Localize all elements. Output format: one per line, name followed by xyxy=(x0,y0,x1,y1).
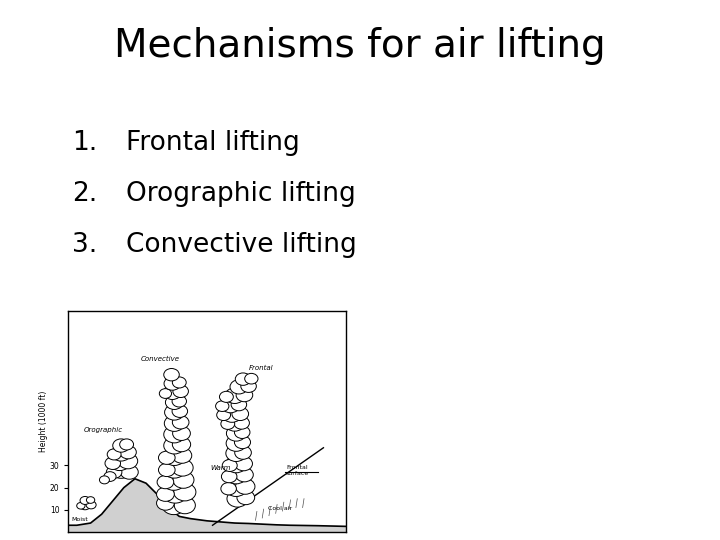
Circle shape xyxy=(163,368,179,381)
Circle shape xyxy=(227,490,248,507)
Text: Frontal lifting: Frontal lifting xyxy=(126,130,300,156)
Circle shape xyxy=(120,465,138,479)
Circle shape xyxy=(222,407,242,422)
Circle shape xyxy=(158,451,175,464)
Circle shape xyxy=(225,456,247,473)
Circle shape xyxy=(156,496,174,510)
Circle shape xyxy=(163,460,186,478)
Text: Moist: Moist xyxy=(71,517,88,522)
Circle shape xyxy=(163,386,181,400)
Circle shape xyxy=(105,457,120,469)
Circle shape xyxy=(163,437,185,454)
Circle shape xyxy=(226,435,246,451)
Circle shape xyxy=(245,373,258,384)
Circle shape xyxy=(163,483,188,503)
Circle shape xyxy=(226,445,246,462)
Circle shape xyxy=(231,399,247,411)
Circle shape xyxy=(221,418,235,429)
Circle shape xyxy=(172,460,193,476)
Text: Convective lifting: Convective lifting xyxy=(126,232,356,258)
Circle shape xyxy=(236,388,253,402)
Circle shape xyxy=(107,466,122,478)
Circle shape xyxy=(162,496,185,515)
Text: 1.: 1. xyxy=(72,130,97,156)
Circle shape xyxy=(157,475,174,489)
Circle shape xyxy=(107,449,121,460)
Circle shape xyxy=(86,501,96,509)
Circle shape xyxy=(120,446,136,459)
Circle shape xyxy=(104,471,116,482)
Circle shape xyxy=(163,448,185,465)
Circle shape xyxy=(222,470,237,483)
Circle shape xyxy=(225,416,244,431)
Circle shape xyxy=(173,471,194,488)
Circle shape xyxy=(222,460,237,471)
Circle shape xyxy=(159,389,171,399)
Text: 2.: 2. xyxy=(72,181,97,207)
Circle shape xyxy=(118,453,138,469)
Circle shape xyxy=(221,398,240,413)
Circle shape xyxy=(237,490,255,505)
Circle shape xyxy=(225,467,247,484)
Text: Mechanisms for air lifting: Mechanisms for air lifting xyxy=(114,27,606,65)
Text: Frontal: Frontal xyxy=(248,365,273,372)
Circle shape xyxy=(234,417,249,429)
Circle shape xyxy=(165,404,184,420)
Circle shape xyxy=(173,426,190,441)
Circle shape xyxy=(162,471,185,490)
Circle shape xyxy=(173,385,189,397)
Circle shape xyxy=(172,405,188,417)
Circle shape xyxy=(113,439,130,452)
Circle shape xyxy=(230,380,248,394)
Circle shape xyxy=(172,395,186,407)
Circle shape xyxy=(166,395,183,409)
Circle shape xyxy=(163,426,185,443)
Circle shape xyxy=(172,416,189,429)
Circle shape xyxy=(172,377,186,388)
Circle shape xyxy=(235,468,253,482)
Circle shape xyxy=(217,409,230,421)
Circle shape xyxy=(225,479,247,496)
Text: Frontal: Frontal xyxy=(286,465,307,470)
Circle shape xyxy=(80,496,90,504)
Circle shape xyxy=(79,501,91,510)
Circle shape xyxy=(111,462,132,478)
Circle shape xyxy=(226,426,246,441)
Text: Convective: Convective xyxy=(140,356,179,362)
Circle shape xyxy=(240,380,256,393)
Circle shape xyxy=(164,415,184,431)
Circle shape xyxy=(235,426,250,438)
Circle shape xyxy=(235,446,251,460)
Circle shape xyxy=(215,401,229,411)
Text: Cool air: Cool air xyxy=(268,506,292,511)
Text: 3.: 3. xyxy=(72,232,97,258)
Circle shape xyxy=(235,457,253,471)
Circle shape xyxy=(172,437,191,452)
Circle shape xyxy=(174,497,195,514)
Text: Warm: Warm xyxy=(211,465,231,471)
Circle shape xyxy=(77,502,85,509)
Circle shape xyxy=(232,407,248,421)
Circle shape xyxy=(86,497,95,503)
Y-axis label: Height (1000 ft): Height (1000 ft) xyxy=(39,390,48,452)
Circle shape xyxy=(235,479,255,494)
Circle shape xyxy=(156,487,174,501)
Circle shape xyxy=(112,446,131,461)
Circle shape xyxy=(172,448,192,463)
Circle shape xyxy=(120,439,133,450)
Circle shape xyxy=(221,483,236,495)
Circle shape xyxy=(164,377,181,390)
Circle shape xyxy=(109,454,130,470)
Circle shape xyxy=(174,483,196,501)
Circle shape xyxy=(220,392,233,402)
Circle shape xyxy=(225,388,244,403)
Text: Orographic: Orographic xyxy=(84,427,123,433)
Circle shape xyxy=(99,476,109,484)
Circle shape xyxy=(235,373,251,386)
Text: surface: surface xyxy=(286,471,310,476)
Circle shape xyxy=(235,436,251,449)
Text: Orographic lifting: Orographic lifting xyxy=(126,181,356,207)
Circle shape xyxy=(158,463,175,477)
